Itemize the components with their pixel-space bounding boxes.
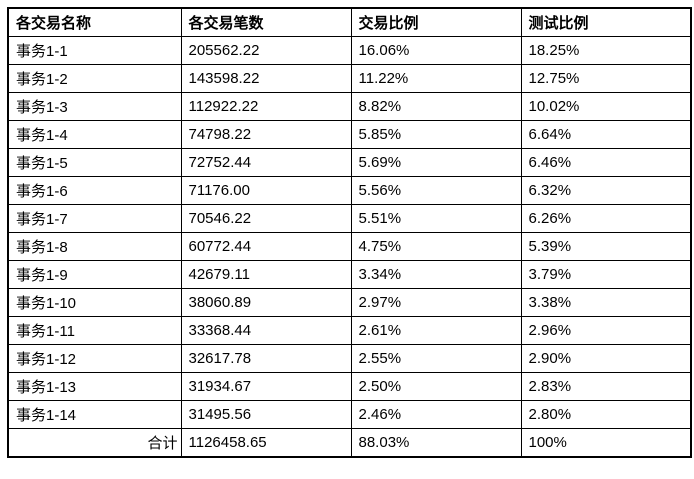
test-ratio-cell: 12.75% [520, 64, 692, 93]
column-header-transaction-count: 各交易笔数 [180, 7, 352, 37]
transaction-ratio-cell: 5.56% [350, 176, 522, 205]
transaction-ratio-cell: 5.85% [350, 120, 522, 149]
test-ratio-cell: 6.26% [520, 204, 692, 233]
table-row: 事务1-13 31934.67 2.50% 2.83% [7, 372, 692, 401]
transaction-name-cell: 事务1-3 [7, 92, 182, 121]
table-row: 事务1-12 32617.78 2.55% 2.90% [7, 344, 692, 373]
test-ratio-cell: 2.83% [520, 372, 692, 401]
test-ratio-cell: 2.96% [520, 316, 692, 345]
transaction-name-cell: 事务1-11 [7, 316, 182, 345]
test-ratio-cell: 6.64% [520, 120, 692, 149]
transaction-ratio-cell: 11.22% [350, 64, 522, 93]
table-total-row: 合计 1126458.65 88.03% 100% [7, 428, 692, 458]
table-row: 事务1-10 38060.89 2.97% 3.38% [7, 288, 692, 317]
transaction-name-cell: 事务1-9 [7, 260, 182, 289]
test-ratio-cell: 10.02% [520, 92, 692, 121]
table-row: 事务1-3 112922.22 8.82% 10.02% [7, 92, 692, 121]
transaction-count-cell: 32617.78 [180, 344, 352, 373]
column-header-transaction-name: 各交易名称 [7, 7, 182, 37]
transaction-count-cell: 38060.89 [180, 288, 352, 317]
transaction-count-cell: 42679.11 [180, 260, 352, 289]
transaction-count-cell: 70546.22 [180, 204, 352, 233]
total-ratio-cell: 88.03% [350, 428, 522, 458]
transaction-count-cell: 60772.44 [180, 232, 352, 261]
table-row: 事务1-4 74798.22 5.85% 6.64% [7, 120, 692, 149]
table-row: 事务1-11 33368.44 2.61% 2.96% [7, 316, 692, 345]
test-ratio-cell: 3.38% [520, 288, 692, 317]
transaction-ratio-cell: 16.06% [350, 36, 522, 65]
transaction-name-cell: 事务1-14 [7, 400, 182, 429]
transaction-name-cell: 事务1-4 [7, 120, 182, 149]
transaction-name-cell: 事务1-1 [7, 36, 182, 65]
table-row: 事务1-6 71176.00 5.56% 6.32% [7, 176, 692, 205]
transaction-count-cell: 31934.67 [180, 372, 352, 401]
test-ratio-cell: 6.32% [520, 176, 692, 205]
transaction-ratio-cell: 2.50% [350, 372, 522, 401]
total-test-ratio-cell: 100% [520, 428, 692, 458]
transaction-count-cell: 72752.44 [180, 148, 352, 177]
table-row: 事务1-9 42679.11 3.34% 3.79% [7, 260, 692, 289]
transaction-ratio-cell: 2.46% [350, 400, 522, 429]
table-row: 事务1-7 70546.22 5.51% 6.26% [7, 204, 692, 233]
transaction-name-cell: 事务1-13 [7, 372, 182, 401]
table-row: 事务1-8 60772.44 4.75% 5.39% [7, 232, 692, 261]
transaction-count-cell: 31495.56 [180, 400, 352, 429]
transactions-table: 各交易名称 各交易笔数 交易比例 测试比例 事务1-1 205562.22 16… [7, 7, 692, 458]
transactions-table-container: 各交易名称 各交易笔数 交易比例 测试比例 事务1-1 205562.22 16… [7, 7, 692, 458]
transaction-ratio-cell: 2.97% [350, 288, 522, 317]
transaction-ratio-cell: 5.69% [350, 148, 522, 177]
test-ratio-cell: 5.39% [520, 232, 692, 261]
test-ratio-cell: 6.46% [520, 148, 692, 177]
transaction-name-cell: 事务1-6 [7, 176, 182, 205]
column-header-test-ratio: 测试比例 [520, 7, 692, 37]
transaction-name-cell: 事务1-10 [7, 288, 182, 317]
transaction-name-cell: 事务1-12 [7, 344, 182, 373]
transaction-count-cell: 143598.22 [180, 64, 352, 93]
table-row: 事务1-2 143598.22 11.22% 12.75% [7, 64, 692, 93]
transaction-ratio-cell: 2.55% [350, 344, 522, 373]
test-ratio-cell: 18.25% [520, 36, 692, 65]
transaction-count-cell: 74798.22 [180, 120, 352, 149]
table-row: 事务1-5 72752.44 5.69% 6.46% [7, 148, 692, 177]
transaction-ratio-cell: 8.82% [350, 92, 522, 121]
test-ratio-cell: 3.79% [520, 260, 692, 289]
transaction-name-cell: 事务1-7 [7, 204, 182, 233]
transaction-count-cell: 112922.22 [180, 92, 352, 121]
transaction-name-cell: 事务1-8 [7, 232, 182, 261]
transaction-ratio-cell: 4.75% [350, 232, 522, 261]
transaction-count-cell: 33368.44 [180, 316, 352, 345]
transaction-count-cell: 205562.22 [180, 36, 352, 65]
table-row: 事务1-14 31495.56 2.46% 2.80% [7, 400, 692, 429]
column-header-transaction-ratio: 交易比例 [350, 7, 522, 37]
test-ratio-cell: 2.90% [520, 344, 692, 373]
total-label-cell: 合计 [7, 428, 182, 458]
transaction-name-cell: 事务1-2 [7, 64, 182, 93]
test-ratio-cell: 2.80% [520, 400, 692, 429]
transaction-count-cell: 71176.00 [180, 176, 352, 205]
transaction-ratio-cell: 5.51% [350, 204, 522, 233]
total-count-cell: 1126458.65 [180, 428, 352, 458]
transaction-name-cell: 事务1-5 [7, 148, 182, 177]
table-row: 事务1-1 205562.22 16.06% 18.25% [7, 36, 692, 65]
transaction-ratio-cell: 2.61% [350, 316, 522, 345]
table-header-row: 各交易名称 各交易笔数 交易比例 测试比例 [7, 7, 692, 37]
transaction-ratio-cell: 3.34% [350, 260, 522, 289]
